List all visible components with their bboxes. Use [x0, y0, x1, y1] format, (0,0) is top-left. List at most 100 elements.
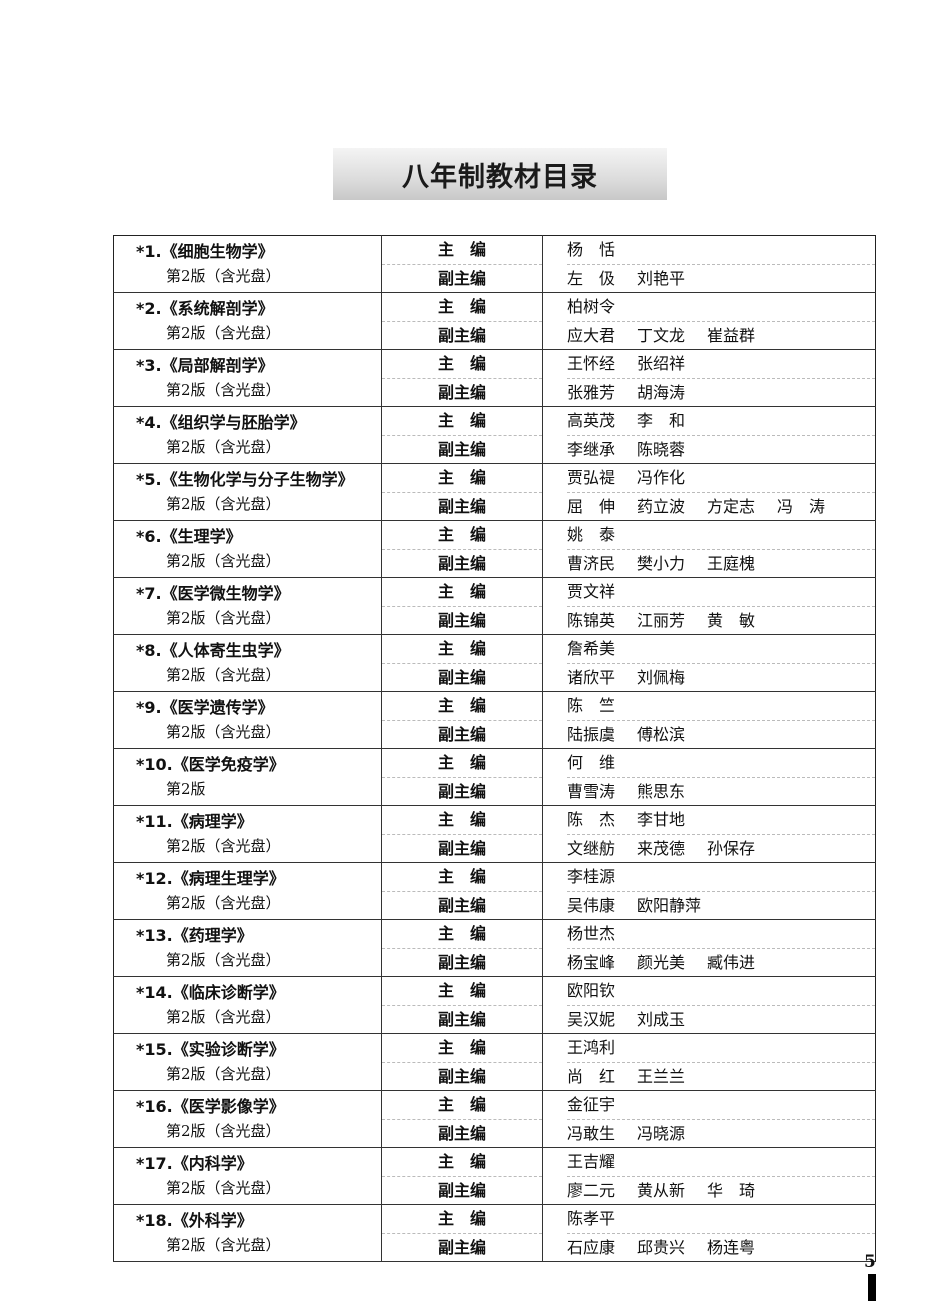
book-edition: 第2版（含光盘） — [166, 1065, 281, 1083]
editor-name: 冯晓源 — [637, 1123, 686, 1143]
chief-editors: 金征宇 — [567, 1091, 875, 1120]
role-cell: 主 编 副主编 — [381, 463, 543, 521]
names-cell: 何 维 曹雪涛 熊思东 — [543, 749, 876, 806]
names-cell: 陈 竺 陆振虞 傅松滨 — [543, 692, 876, 749]
table-row: *6.《生理学》 第2版（含光盘） 主 编 副主编 姚 泰 曹济民 樊小力 王庭槐 — [113, 520, 876, 578]
chief-editors: 詹希美 — [567, 635, 875, 664]
editor-name: 刘艳平 — [637, 268, 686, 288]
editor-name: 吴汉妮 — [567, 1009, 616, 1029]
deputy-editors: 杨宝峰 颜光美 臧伟进 — [567, 949, 875, 977]
title-banner: 八年制教材目录 — [333, 148, 667, 200]
book-title: *2.《系统解剖学》 — [136, 299, 274, 318]
editor-name: 杨世杰 — [567, 924, 616, 943]
names-cell: 柏树令 应大君 丁文龙 崔益群 — [543, 293, 876, 350]
editor-name: 金征宇 — [567, 1095, 616, 1114]
names-cell: 金征宇 冯敢生 冯晓源 — [543, 1091, 876, 1148]
names-cell: 贾弘禔 冯作化 屈 伸 药立波 方定志 冯 涛 — [543, 464, 876, 521]
deputy-editors: 曹济民 樊小力 王庭槐 — [567, 550, 875, 578]
book-cell: *9.《医学遗传学》 第2版（含光盘） — [113, 691, 382, 749]
editor-name: 江丽芳 — [637, 610, 686, 630]
page-number: 5 — [864, 1252, 876, 1272]
role-cell: 主 编 副主编 — [381, 919, 543, 977]
editor-name: 欧阳静萍 — [637, 895, 702, 915]
editor-name: 王怀经 — [567, 354, 616, 373]
role-deputy: 副主编 — [437, 952, 486, 972]
editor-name: 廖二元 — [567, 1180, 616, 1200]
table-row: *7.《医学微生物学》 第2版（含光盘） 主 编 副主编 贾文祥 陈锦英 江丽芳 黄… — [113, 577, 876, 635]
editor-name: 冯 涛 — [777, 496, 826, 516]
editor-name: 刘佩梅 — [637, 667, 686, 687]
editor-name: 李桂源 — [567, 867, 616, 886]
role-cell: 主 编 副主编 — [381, 976, 543, 1034]
role-cell: 主 编 副主编 — [381, 748, 543, 806]
chief-editors: 姚 泰 — [567, 521, 875, 550]
editor-name: 陈锦英 — [567, 610, 616, 630]
book-title: *17.《内科学》 — [136, 1154, 253, 1173]
names-cell: 陈 杰 李甘地 文继舫 来茂德 孙保存 — [543, 806, 876, 863]
editor-name: 胡海涛 — [637, 382, 686, 402]
role-deputy: 副主编 — [437, 895, 486, 915]
deputy-editors: 屈 伸 药立波 方定志 冯 涛 — [567, 493, 875, 521]
chief-editors: 高英茂 李 和 — [567, 407, 875, 436]
chief-editors: 陈孝平 — [567, 1205, 875, 1234]
book-cell: *1.《细胞生物学》 第2版（含光盘） — [113, 235, 382, 293]
role-deputy: 副主编 — [437, 667, 486, 687]
role-chief: 主 编 — [382, 464, 542, 493]
chief-editors: 何 维 — [567, 749, 875, 778]
book-cell: *10.《医学免疫学》 第2版 — [113, 748, 382, 806]
names-cell: 王鸿利 尚 红 王兰兰 — [543, 1034, 876, 1091]
book-cell: *8.《人体寄生虫学》 第2版（含光盘） — [113, 634, 382, 692]
deputy-editors: 应大君 丁文龙 崔益群 — [567, 322, 875, 350]
book-title: *8.《人体寄生虫学》 — [136, 641, 290, 660]
editor-name: 熊思东 — [637, 781, 686, 801]
editor-name: 陈晓蓉 — [637, 439, 686, 459]
book-edition: 第2版（含光盘） — [166, 438, 281, 456]
chief-editors: 柏树令 — [567, 293, 875, 322]
role-chief: 主 编 — [382, 578, 542, 607]
role-deputy: 副主编 — [437, 610, 486, 630]
book-title: *12.《病理生理学》 — [136, 869, 285, 888]
role-chief: 主 编 — [382, 350, 542, 379]
editor-name: 曹雪涛 — [567, 781, 616, 801]
book-edition: 第2版（含光盘） — [166, 837, 281, 855]
book-edition: 第2版（含光盘） — [166, 609, 281, 627]
editor-name: 丁文龙 — [637, 325, 686, 345]
page-title: 八年制教材目录 — [402, 161, 598, 193]
table-row: *16.《医学影像学》 第2版（含光盘） 主 编 副主编 金征宇 冯敢生 冯晓源 — [113, 1090, 876, 1148]
chief-editors: 贾弘禔 冯作化 — [567, 464, 875, 493]
deputy-editors: 陆振虞 傅松滨 — [567, 721, 875, 749]
book-edition: 第2版（含光盘） — [166, 951, 281, 969]
names-cell: 李桂源 吴伟康 欧阳静萍 — [543, 863, 876, 920]
role-deputy: 副主编 — [437, 1180, 486, 1200]
editor-name: 吴伟康 — [567, 895, 616, 915]
role-cell: 主 编 副主编 — [381, 805, 543, 863]
editor-name: 华 琦 — [707, 1180, 756, 1200]
editor-name: 颜光美 — [637, 952, 686, 972]
chief-editors: 贾文祥 — [567, 578, 875, 607]
editor-name: 詹希美 — [567, 639, 616, 658]
editor-name: 石应康 — [567, 1237, 616, 1257]
book-cell: *7.《医学微生物学》 第2版（含光盘） — [113, 577, 382, 635]
book-edition: 第2版（含光盘） — [166, 381, 281, 399]
book-cell: *11.《病理学》 第2版（含光盘） — [113, 805, 382, 863]
chief-editors: 李桂源 — [567, 863, 875, 892]
table-row: *2.《系统解剖学》 第2版（含光盘） 主 编 副主编 柏树令 应大君 丁文龙 崔益… — [113, 292, 876, 350]
book-cell: *16.《医学影像学》 第2版（含光盘） — [113, 1090, 382, 1148]
editor-name: 李 和 — [637, 411, 686, 430]
names-cell: 欧阳钦 吴汉妮 刘成玉 — [543, 977, 876, 1034]
table-row: *1.《细胞生物学》 第2版（含光盘） 主 编 副主编 杨 恬 左 伋 刘艳平 — [113, 235, 876, 293]
editor-name: 刘成玉 — [637, 1009, 686, 1029]
role-deputy: 副主编 — [437, 1123, 486, 1143]
editor-name: 黄从新 — [637, 1180, 686, 1200]
names-cell: 王吉耀 廖二元 黄从新 华 琦 — [543, 1148, 876, 1205]
book-title: *15.《实验诊断学》 — [136, 1040, 285, 1059]
book-title: *1.《细胞生物学》 — [136, 242, 274, 261]
table-row: *8.《人体寄生虫学》 第2版（含光盘） 主 编 副主编 詹希美 诸欣平 刘佩梅 — [113, 634, 876, 692]
chief-editors: 陈 竺 — [567, 692, 875, 721]
book-title: *16.《医学影像学》 — [136, 1097, 285, 1116]
book-cell: *4.《组织学与胚胎学》 第2版（含光盘） — [113, 406, 382, 464]
editor-name: 杨宝峰 — [567, 952, 616, 972]
book-edition: 第2版（含光盘） — [166, 1236, 281, 1254]
book-title: *13.《药理学》 — [136, 926, 253, 945]
